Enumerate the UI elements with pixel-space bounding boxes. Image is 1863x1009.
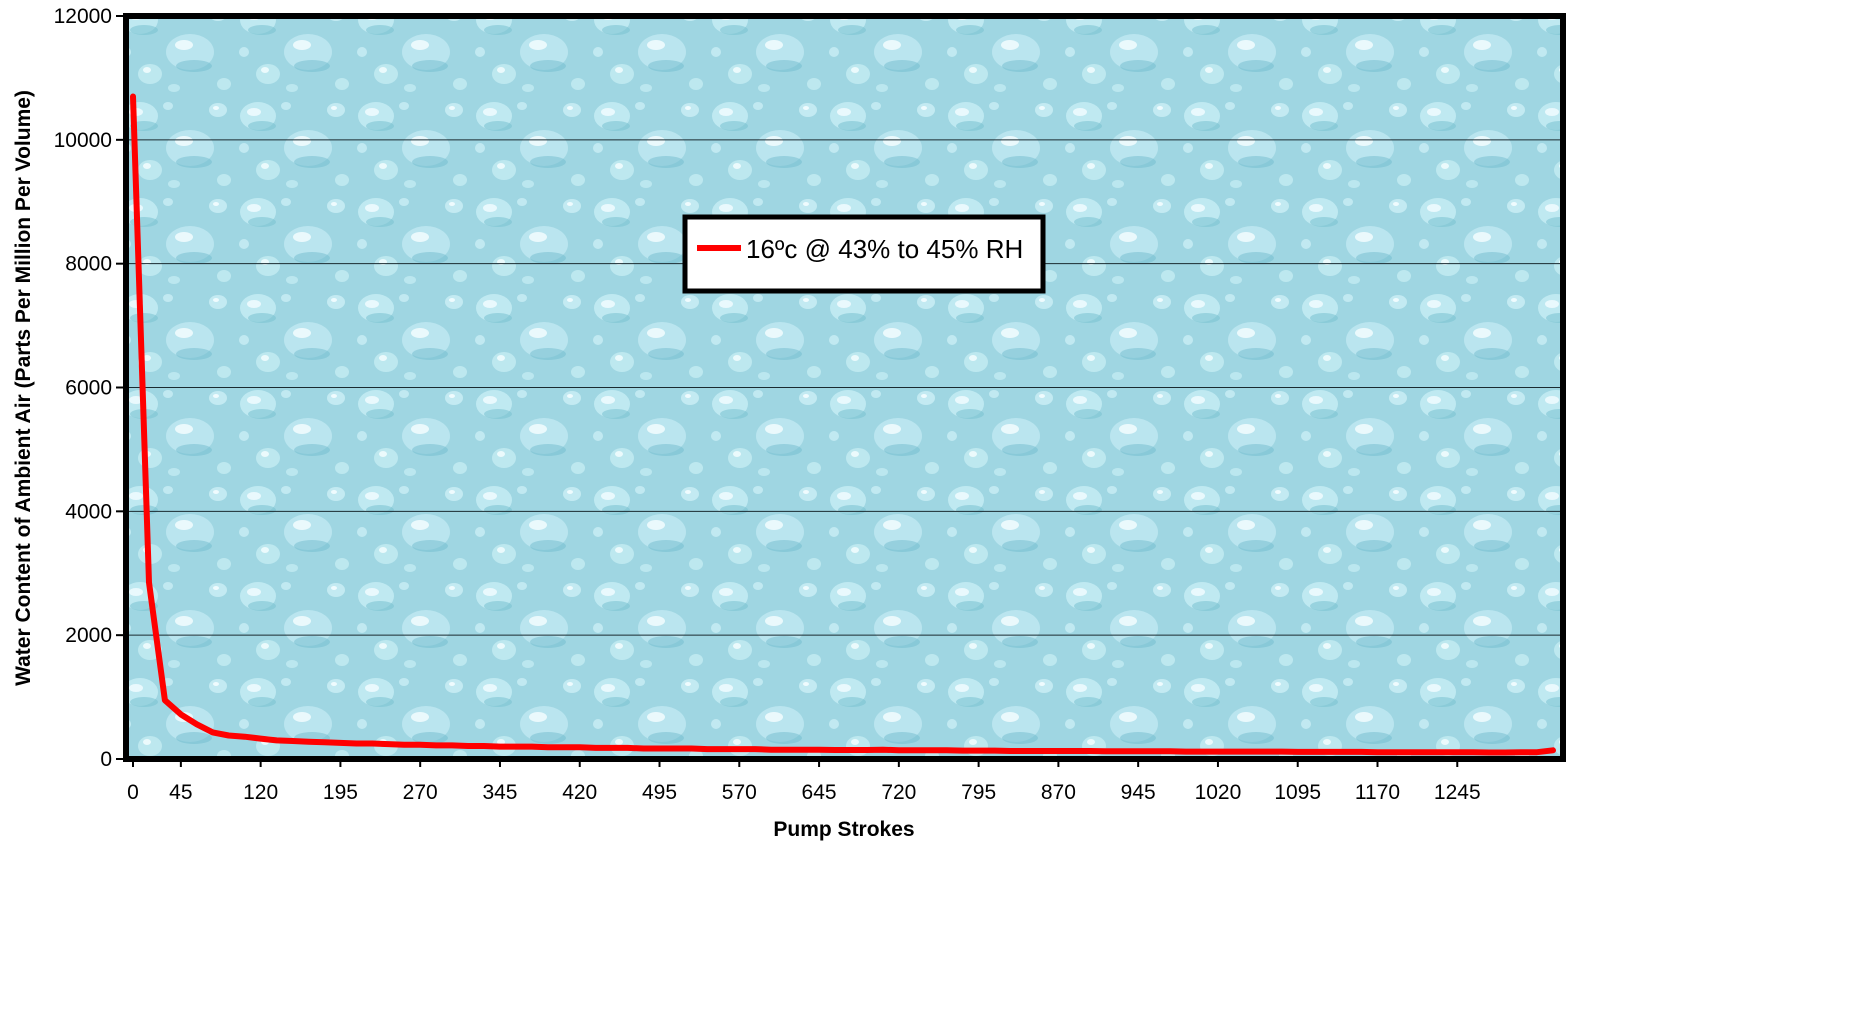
x-tick-label-795: 795 [961,781,996,804]
y-tick-label-2000: 2000 [65,624,112,647]
series-line-0 [130,93,1556,756]
legend: 16ºc @ 43% to 45% RH [682,214,1046,294]
x-tick-label-1245: 1245 [1434,781,1481,804]
legend-label: 16ºc @ 43% to 45% RH [746,234,1023,264]
series-layer [130,93,1556,756]
x-tick-label-570: 570 [722,781,757,804]
x-tick-label-1170: 1170 [1355,781,1400,804]
x-axis-title: Pump Strokes [773,818,914,841]
y-tick-label-10000: 10000 [54,129,112,152]
y-tick-label-0: 0 [100,748,112,771]
x-tick-label-0: 0 [127,781,139,804]
x-tick-label-420: 420 [562,781,597,804]
x-tick-label-720: 720 [881,781,916,804]
x-tick-label-870: 870 [1041,781,1076,804]
y-axis: 0 2000 4000 6000 8000 10000 12000 [54,5,126,771]
x-tick-label-120: 120 [243,781,278,804]
x-tick-label-270: 270 [403,781,438,804]
x-tick-label-345: 345 [482,781,517,804]
y-tick-label-6000: 6000 [65,377,112,400]
y-tick-label-8000: 8000 [65,253,112,276]
x-tick-label-645: 645 [802,781,837,804]
x-tick-label-945: 945 [1121,781,1156,804]
y-axis-title: Water Content of Ambient Air (Parts Per … [12,90,35,686]
legend-box [682,214,1046,294]
x-tick-label-45: 45 [169,781,192,804]
y-tick-label-12000: 12000 [54,5,112,28]
y-tick-label-4000: 4000 [65,500,112,523]
x-axis: 0 45 120 195 270 345 420 495 570 645 720 795 870 945 1… [127,759,1481,804]
x-tick-label-1095: 1095 [1274,781,1321,804]
x-tick-label-195: 195 [323,781,358,804]
x-tick-label-1020: 1020 [1195,781,1242,804]
x-tick-label-495: 495 [642,781,677,804]
